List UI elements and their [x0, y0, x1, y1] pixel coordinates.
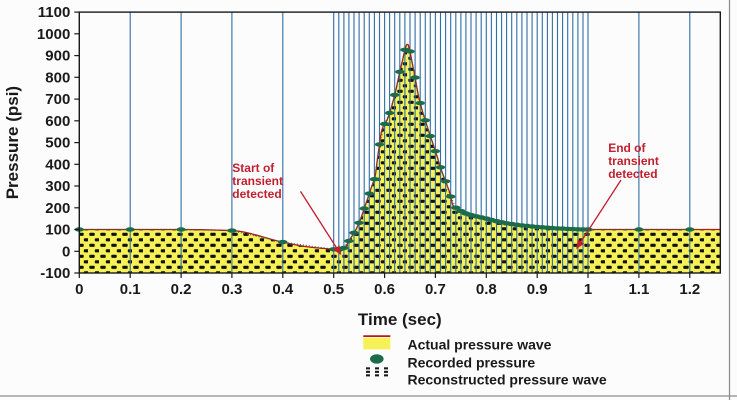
svg-text:200: 200	[45, 200, 70, 217]
svg-text:0.3: 0.3	[221, 281, 242, 298]
svg-text:300: 300	[45, 178, 70, 195]
svg-text:0.7: 0.7	[425, 281, 446, 298]
svg-text:transient: transient	[608, 154, 659, 168]
svg-text:500: 500	[45, 135, 70, 152]
svg-text:0: 0	[75, 281, 83, 298]
svg-text:transient: transient	[232, 174, 283, 188]
svg-text:0.9: 0.9	[527, 281, 548, 298]
svg-text:0.5: 0.5	[323, 281, 344, 298]
svg-text:detected: detected	[608, 167, 657, 181]
svg-text:0.6: 0.6	[374, 281, 395, 298]
svg-text:1.2: 1.2	[679, 281, 700, 298]
svg-text:1100: 1100	[38, 4, 71, 21]
svg-text:detected: detected	[232, 187, 281, 201]
svg-text:Reconstructed pressure wave: Reconstructed pressure wave	[408, 371, 607, 387]
svg-text:1000: 1000	[37, 26, 70, 43]
svg-text:0.8: 0.8	[476, 281, 497, 298]
svg-text:Start of: Start of	[232, 161, 275, 175]
svg-text:Recorded pressure: Recorded pressure	[408, 355, 536, 371]
svg-text:400: 400	[45, 156, 70, 173]
svg-text:0: 0	[62, 243, 70, 260]
svg-text:0.4: 0.4	[272, 281, 294, 298]
svg-text:700: 700	[45, 91, 70, 108]
svg-text:1: 1	[584, 281, 592, 298]
svg-text:Actual pressure wave: Actual pressure wave	[408, 337, 552, 353]
svg-text:Pressure (psi): Pressure (psi)	[3, 86, 22, 199]
svg-text:600: 600	[45, 113, 70, 130]
svg-text:100: 100	[45, 222, 70, 239]
svg-text:End of: End of	[608, 141, 646, 155]
svg-text:0.2: 0.2	[171, 281, 192, 298]
svg-text:0.1: 0.1	[120, 281, 141, 298]
svg-text:1.1: 1.1	[628, 281, 649, 298]
svg-text:Time (sec): Time (sec)	[358, 310, 442, 329]
svg-text:800: 800	[45, 69, 70, 86]
svg-text:900: 900	[45, 48, 70, 65]
svg-text:-100: -100	[40, 265, 70, 282]
